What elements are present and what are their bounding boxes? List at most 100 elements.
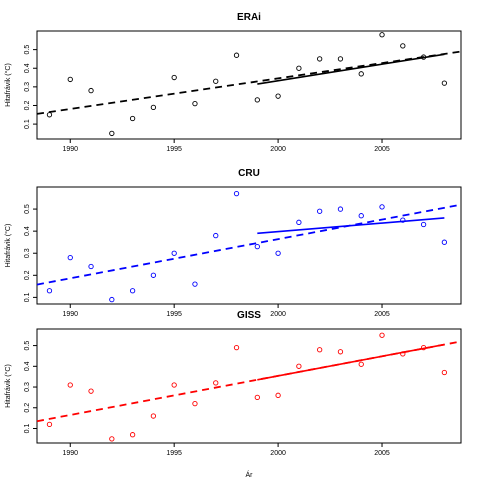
erai-data-point — [192, 100, 198, 107]
giss-title: GISS — [237, 310, 261, 321]
panel-erai: ERAi Hitafrávik (°C) 1990 1995 2000 2005 0.1 0.… — [4, 12, 462, 153]
erai-data-point — [67, 76, 73, 83]
cru-data-point — [337, 206, 344, 212]
erai-title: ERAi — [237, 12, 261, 23]
cru-data-point — [379, 204, 385, 210]
erai-x-tick-label: 2005 — [374, 146, 390, 153]
giss-data-point — [171, 382, 177, 388]
cru-data-point — [109, 296, 115, 303]
erai-data-point — [150, 104, 157, 110]
erai-data-point — [171, 74, 177, 81]
giss-data-point — [109, 436, 115, 442]
cru-data-point — [150, 272, 157, 278]
cru-data-point — [317, 208, 323, 214]
giss-data-point — [420, 345, 427, 351]
giss-y-tick-label: 0.4 — [24, 361, 31, 371]
cru-data-point — [233, 190, 240, 197]
erai-y-tick-label: 0.1 — [24, 119, 31, 129]
giss-data-point — [441, 369, 448, 376]
erai-x-tick-label: 1990 — [62, 146, 78, 153]
cru-y-tick-label: 0.3 — [24, 248, 31, 258]
giss-trend-recent-line — [257, 343, 445, 381]
erai-data-point — [275, 93, 281, 99]
cru-y-tick-label: 0.2 — [24, 270, 31, 280]
giss-x-tick-label: 2000 — [270, 450, 286, 457]
erai-data-point — [88, 87, 94, 94]
erai-data-point — [109, 130, 115, 137]
erai-y-axis-label: Hitafrávik (°C) — [4, 63, 12, 107]
cru-x-tick-label: 1995 — [166, 311, 182, 318]
erai-y-tick-label: 0.2 — [24, 101, 31, 111]
giss-data-point — [358, 361, 364, 367]
cru-data-point — [400, 217, 406, 223]
giss-data-point — [254, 394, 260, 401]
erai-plot-frame — [36, 30, 462, 140]
cru-data-point — [213, 232, 219, 239]
erai-data-point — [233, 52, 240, 58]
giss-data-point — [213, 380, 219, 386]
cru-data-point — [358, 213, 364, 219]
giss-data-point — [296, 363, 302, 369]
erai-data-point — [420, 54, 427, 60]
cru-data-point — [441, 239, 448, 245]
erai-data-point — [317, 56, 323, 62]
cru-data-point — [420, 221, 427, 228]
cru-y-tick-label: 0.1 — [24, 292, 31, 302]
erai-y-tick-label: 0.3 — [24, 82, 31, 92]
cru-data-point — [254, 243, 260, 250]
giss-data-point — [233, 345, 240, 351]
giss-plot-frame — [36, 328, 462, 444]
giss-data-point — [275, 392, 281, 398]
giss-data-point — [337, 349, 344, 355]
panel-cru: CRU Hitafrávik (°C) 1990 1995 2000 2005 0.1 0.2… — [4, 168, 462, 318]
giss-x-tick-label: 2005 — [374, 450, 390, 457]
cru-data-point — [296, 219, 302, 225]
giss-y-axis-label: Hitafrávik (°C) — [4, 364, 12, 408]
x-axis-label: Ár — [246, 470, 254, 479]
giss-x-tick-label: 1990 — [62, 450, 78, 457]
giss-data-point — [317, 347, 323, 353]
cru-y-tick-label: 0.4 — [24, 226, 31, 236]
cru-y-tick-label: 0.5 — [24, 204, 31, 214]
erai-data-point — [296, 65, 302, 71]
cru-y-axis-label: Hitafrávik (°C) — [4, 224, 12, 268]
giss-y-tick-label: 0.2 — [24, 403, 31, 413]
erai-y-tick-label: 0.5 — [24, 45, 31, 55]
panel-giss: GISS Hitafrávik (°C) 1990 1995 2000 2005 0.1 0.… — [4, 310, 462, 457]
erai-trend-recent-line — [257, 53, 445, 85]
cru-data-point — [192, 281, 198, 287]
giss-y-tick-label: 0.1 — [24, 424, 31, 434]
cru-trend-recent-line — [257, 217, 445, 235]
erai-trend-full-line — [36, 50, 462, 115]
erai-data-point — [400, 43, 406, 49]
giss-data-point — [67, 382, 73, 388]
cru-data-point — [46, 288, 53, 294]
giss-data-point — [129, 432, 136, 438]
giss-y-tick-label: 0.5 — [24, 341, 31, 351]
erai-data-point — [213, 78, 219, 84]
cru-data-point — [275, 250, 281, 256]
erai-data-point — [254, 97, 260, 103]
cru-title: CRU — [238, 168, 260, 179]
cru-data-point — [171, 250, 177, 256]
giss-y-tick-label: 0.3 — [24, 382, 31, 392]
cru-x-tick-label: 2005 — [374, 311, 390, 318]
giss-data-point — [150, 413, 157, 419]
giss-data-point — [379, 332, 385, 338]
erai-data-point — [46, 112, 53, 118]
cru-data-point — [67, 254, 73, 261]
giss-x-tick-label: 1995 — [166, 450, 182, 457]
cru-x-tick-label: 1990 — [62, 311, 78, 318]
erai-data-point — [441, 80, 448, 86]
erai-data-point — [129, 115, 136, 122]
erai-x-tick-label: 2000 — [270, 146, 286, 153]
giss-data-point — [400, 351, 406, 357]
cru-plot-frame — [36, 186, 462, 305]
erai-y-tick-label: 0.4 — [24, 63, 31, 73]
erai-x-tick-label: 1995 — [166, 146, 182, 153]
giss-data-point — [88, 388, 94, 394]
cru-data-point — [88, 263, 94, 270]
erai-data-point — [358, 71, 364, 77]
giss-data-point — [46, 421, 53, 427]
